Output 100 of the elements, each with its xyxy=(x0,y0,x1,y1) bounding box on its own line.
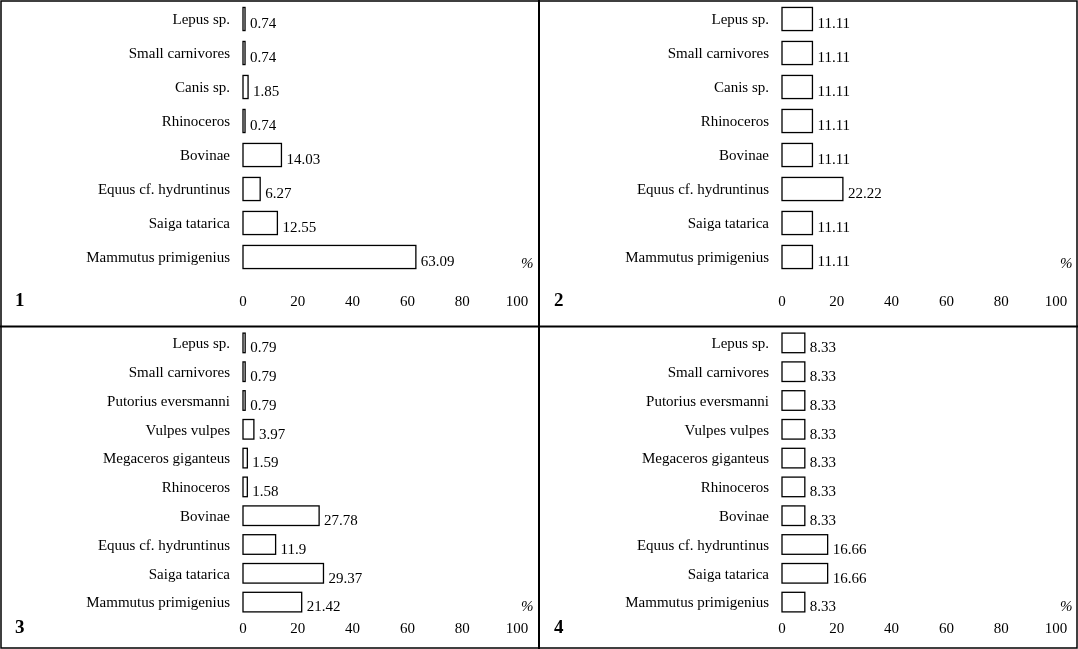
data-label: 12.55 xyxy=(282,219,317,236)
data-label: 6.27 xyxy=(265,185,292,202)
x-tick-label: 80 xyxy=(454,619,470,636)
x-tick-label: 80 xyxy=(993,293,1009,309)
y-tick-label: Mammutus primigenius xyxy=(86,249,231,266)
text: 1 xyxy=(15,289,25,310)
y-tick-label: Saiga tatarica xyxy=(148,565,231,582)
y-tick-label: Lepus sp. xyxy=(711,11,769,28)
x-tick-label: 80 xyxy=(454,293,470,309)
bar xyxy=(242,390,246,411)
y-tick-label: Lepus sp. xyxy=(172,335,230,352)
data-label: 1.59 xyxy=(252,454,279,471)
data-label: 22.22 xyxy=(847,185,882,202)
y-tick-label: Vulpes vulpes xyxy=(684,421,770,438)
data-label: 11.11 xyxy=(817,253,851,270)
x-tick-label: 100 xyxy=(505,293,529,309)
x-tick-label: 60 xyxy=(938,619,954,636)
bar xyxy=(242,505,320,527)
bar xyxy=(242,476,248,498)
data-label: 11.11 xyxy=(817,49,851,66)
data-label: 11.11 xyxy=(817,83,851,100)
y-tick-label: Putorius eversmanni xyxy=(107,392,230,409)
bar xyxy=(242,142,283,168)
y-tick-label: Small carnivores xyxy=(128,363,231,380)
x-tick-label: 100 xyxy=(1044,619,1068,636)
data-label: 0.74 xyxy=(250,15,277,32)
data-label: 29.37 xyxy=(328,569,363,586)
y-tick-label: Small carnivores xyxy=(667,45,770,62)
data-label: 0.79 xyxy=(250,367,277,384)
y-tick-label: Small carnivores xyxy=(667,363,770,380)
data-label: 0.79 xyxy=(250,339,277,356)
data-label: 0.79 xyxy=(250,396,277,413)
y-tick-label: Putorius eversmanni xyxy=(646,392,769,409)
x-tick-label: 40 xyxy=(345,619,361,636)
x-tick-label: 40 xyxy=(884,293,900,309)
data-label: 1.58 xyxy=(252,483,279,500)
y-tick-label: Bovinae xyxy=(719,507,770,524)
text: 2 xyxy=(554,289,564,310)
bar xyxy=(242,244,417,270)
bar xyxy=(242,332,246,354)
bar xyxy=(242,176,261,202)
data-label: 3.97 xyxy=(258,425,286,442)
bar xyxy=(242,562,325,584)
data-label: 8.33 xyxy=(809,367,837,384)
x-axis-title: % xyxy=(1060,255,1073,271)
x-tick-label: 40 xyxy=(345,293,361,309)
x-tick-label: 40 xyxy=(884,619,900,636)
y-tick-label: Bovinae xyxy=(180,147,231,164)
y-tick-label: Rhinoceros xyxy=(700,479,770,496)
y-tick-label: Lepus sp. xyxy=(172,11,230,28)
x-tick-label: 0 xyxy=(239,619,247,636)
bar xyxy=(242,210,279,236)
y-tick-label: Lepus sp. xyxy=(711,335,769,352)
data-label: 1.85 xyxy=(253,83,280,100)
y-tick-label: Saiga tatarica xyxy=(148,215,231,232)
y-tick-label: Bovinae xyxy=(719,147,770,164)
data-label: 8.33 xyxy=(809,339,837,356)
data-label: 0.74 xyxy=(250,117,277,134)
bar xyxy=(242,6,246,32)
data-label: 8.33 xyxy=(809,511,837,528)
y-tick-label: Equus cf. hydruntinus xyxy=(636,536,770,553)
y-tick-label: Equus cf. hydruntinus xyxy=(97,181,231,198)
y-tick-label: Canis sp. xyxy=(174,79,230,96)
bar xyxy=(242,534,277,555)
x-axis-title: % xyxy=(521,597,534,614)
bar xyxy=(242,40,246,66)
x-tick-label: 0 xyxy=(778,619,786,636)
data-label: 8.33 xyxy=(809,396,837,413)
text: 3 xyxy=(15,615,25,637)
y-tick-label: Rhinoceros xyxy=(700,113,770,130)
y-tick-label: Rhinoceros xyxy=(161,479,231,496)
x-tick-label: 0 xyxy=(239,293,247,309)
bar xyxy=(242,361,246,383)
y-tick-label: Small carnivores xyxy=(128,45,231,62)
data-label: 8.33 xyxy=(809,483,837,500)
bar xyxy=(242,74,249,100)
data-label: 14.03 xyxy=(286,151,321,168)
bar xyxy=(242,591,303,613)
x-axis-title: % xyxy=(521,255,534,271)
y-tick-label: Equus cf. hydruntinus xyxy=(97,536,231,553)
data-label: 27.78 xyxy=(324,511,358,528)
y-tick-label: Mammutus primigenius xyxy=(625,249,770,266)
y-tick-label: Rhinoceros xyxy=(161,113,231,130)
x-tick-label: 0 xyxy=(778,293,786,309)
y-tick-label: Equus cf. hydruntinus xyxy=(636,181,770,198)
bar xyxy=(242,418,255,440)
x-tick-label: 80 xyxy=(993,619,1009,636)
y-tick-label: Megaceros giganteus xyxy=(102,450,231,467)
bar xyxy=(242,447,249,469)
y-tick-label: Saiga tatarica xyxy=(687,565,770,582)
x-tick-label: 100 xyxy=(505,619,529,636)
data-label: 21.42 xyxy=(306,598,341,615)
data-label: 11.11 xyxy=(817,151,851,168)
data-label: 63.09 xyxy=(420,253,455,270)
y-tick-label: Mammutus primigenius xyxy=(86,594,231,611)
x-tick-label: 60 xyxy=(399,293,415,309)
x-tick-label: 60 xyxy=(399,619,415,636)
y-tick-label: Canis sp. xyxy=(713,79,769,96)
text: 4 xyxy=(554,615,564,637)
x-tick-label: 60 xyxy=(938,293,954,309)
